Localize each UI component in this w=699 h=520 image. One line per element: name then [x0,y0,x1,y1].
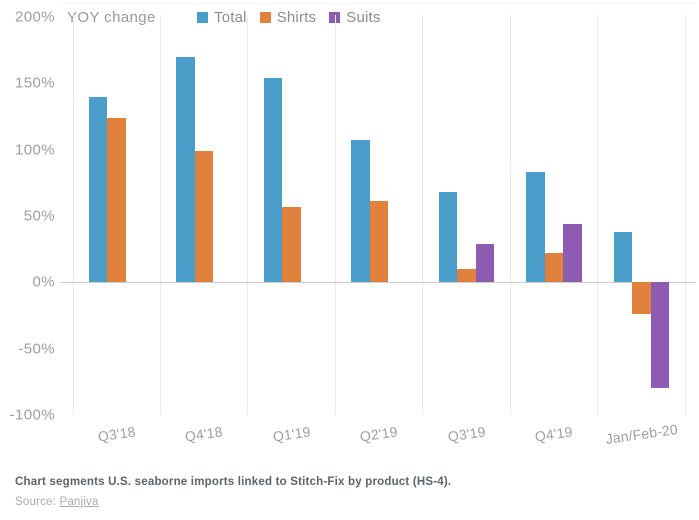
v-gridline [684,15,686,415]
legend-swatch-icon [197,12,208,23]
source-line: Source: Panjiva [15,496,99,508]
x-tick-label: Jan/Feb-20 [604,421,679,447]
v-gridline [597,15,599,415]
y-axis-labels: 200% 150% 100% 50% 0% -50% -100% [0,0,55,430]
legend-label: Shirts [276,9,317,26]
x-axis-labels: Q3'18 Q4'18 Q1'19 Q2'19 Q3'19 Q4'19 Jan/Feb-20 [0,421,699,452]
bar-total-5 [438,192,458,283]
legend-item-total: Total [197,9,247,26]
y-tick-label: 200% [15,8,55,26]
v-gridline [509,15,511,415]
plot-top-border [60,3,696,4]
legend-label: Total [214,9,247,26]
bar-total-1 [88,96,108,283]
bar-total-2 [176,56,195,283]
y-tick-label: -50% [18,340,55,358]
v-gridline [334,15,336,415]
bar-shirts-6 [544,253,564,283]
y-tick-label: 0% [32,273,55,291]
y-tick-label: 100% [15,141,55,159]
v-gridline [247,15,249,415]
bar-suits-6 [563,223,582,283]
v-gridline [422,15,424,415]
bar-shirts-4 [369,201,389,283]
y-tick-label: 150% [15,74,55,92]
y-axis-title: YOY change [67,9,156,26]
y-tick-label: 50% [23,207,55,225]
source-link-panjiva[interactable]: Panjiva [59,496,99,508]
bar-shirts-5 [457,269,476,283]
bar-shirts-2 [194,150,214,283]
bar-total-7 [613,231,633,283]
legend-item-suits: Suits [329,9,380,26]
plot-area [60,15,696,415]
bar-shirts-7 [632,282,651,315]
bar-total-6 [526,172,545,283]
chart-caption: Chart segments U.S. seaborne imports lin… [15,476,452,488]
bar-suits-7 [650,282,670,389]
bar-shirts-1 [107,117,126,283]
bar-shirts-3 [282,206,301,283]
legend-label: Suits [346,9,381,26]
zero-axis-line [60,281,696,283]
legend-swatch-icon [329,12,341,23]
y-tick-label: -100% [9,406,55,424]
legend-swatch-icon [259,12,271,23]
bar-total-4 [351,140,370,283]
v-gridline [159,15,161,415]
source-label: Source: [15,496,57,508]
v-gridline [72,15,74,415]
bar-suits-5 [475,243,495,283]
bar-total-3 [263,78,283,283]
legend: Total Shirts Suits [197,9,381,26]
legend-item-shirts: Shirts [259,9,317,26]
